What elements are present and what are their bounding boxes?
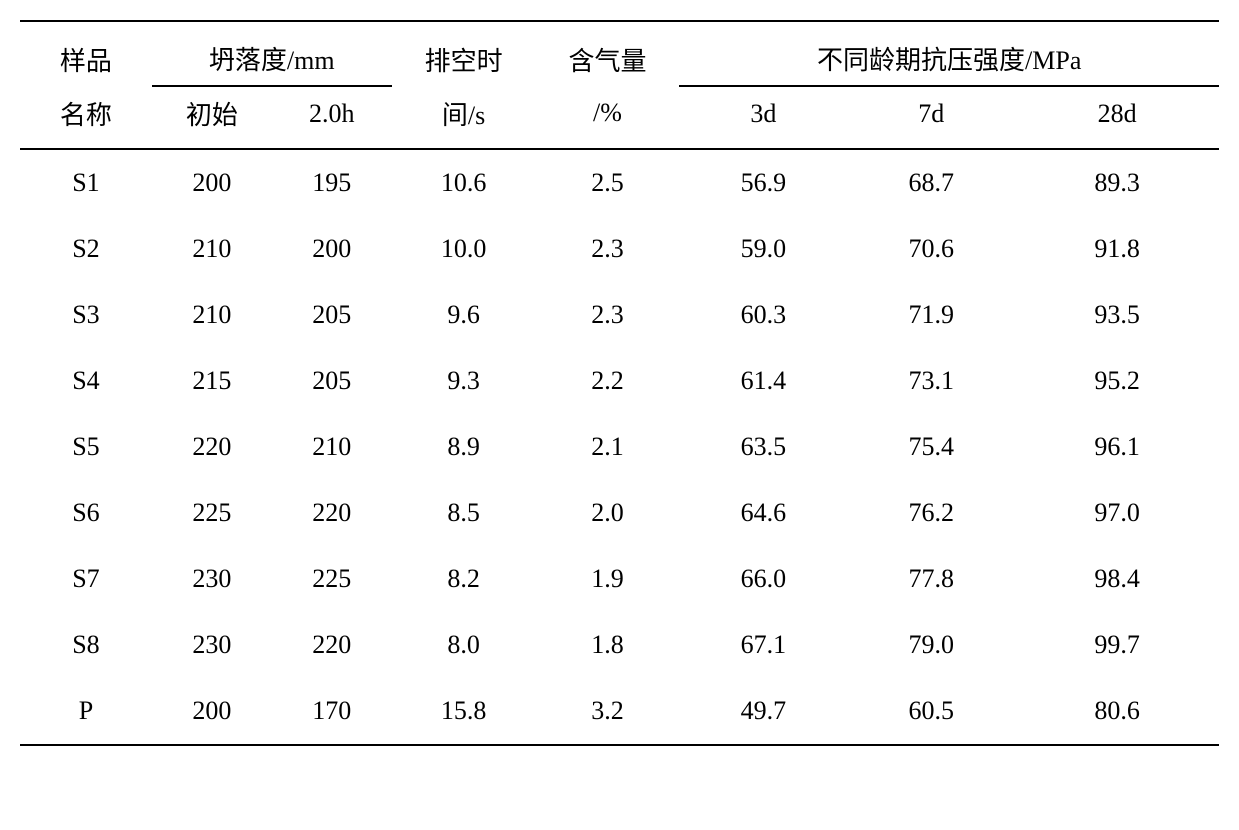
cell-comp-7d: 71.9 [847,282,1015,348]
header-comp-3d: 3d [679,86,847,149]
cell-comp-3d: 67.1 [679,612,847,678]
cell-comp-3d: 60.3 [679,282,847,348]
cell-slump-2h: 205 [272,348,392,414]
cell-empty-time: 10.6 [392,149,536,216]
header-slump-group: 坍落度/mm [152,21,392,86]
cell-slump-initial: 230 [152,546,272,612]
data-table: 样品 坍落度/mm 排空时 含气量 不同龄期抗压强度/MPa 名称 初始 2.0… [20,20,1219,746]
cell-slump-2h: 220 [272,612,392,678]
table-body: S120019510.62.556.968.789.3S221020010.02… [20,149,1219,745]
header-sample-line2: 名称 [20,86,152,149]
cell-sample-name: S5 [20,414,152,480]
cell-comp-28d: 96.1 [1015,414,1219,480]
cell-sample-name: P [20,678,152,745]
cell-air-content: 1.9 [536,546,680,612]
cell-slump-2h: 170 [272,678,392,745]
cell-comp-7d: 77.8 [847,546,1015,612]
cell-comp-7d: 73.1 [847,348,1015,414]
cell-air-content: 2.2 [536,348,680,414]
table-row: S52202108.92.163.575.496.1 [20,414,1219,480]
cell-air-content: 2.3 [536,216,680,282]
cell-slump-initial: 200 [152,149,272,216]
cell-comp-7d: 70.6 [847,216,1015,282]
cell-comp-28d: 93.5 [1015,282,1219,348]
cell-sample-name: S1 [20,149,152,216]
cell-slump-2h: 195 [272,149,392,216]
cell-sample-name: S2 [20,216,152,282]
cell-comp-3d: 56.9 [679,149,847,216]
cell-slump-2h: 220 [272,480,392,546]
header-emptytime-line1: 排空时 [392,21,536,86]
cell-air-content: 2.5 [536,149,680,216]
table-row: S221020010.02.359.070.691.8 [20,216,1219,282]
cell-sample-name: S6 [20,480,152,546]
table-row: S62252208.52.064.676.297.0 [20,480,1219,546]
cell-comp-28d: 97.0 [1015,480,1219,546]
cell-comp-28d: 98.4 [1015,546,1219,612]
table-row: S32102059.62.360.371.993.5 [20,282,1219,348]
cell-slump-initial: 210 [152,282,272,348]
cell-sample-name: S7 [20,546,152,612]
header-comp-28d: 28d [1015,86,1219,149]
table-row: S82302208.01.867.179.099.7 [20,612,1219,678]
cell-comp-7d: 75.4 [847,414,1015,480]
cell-empty-time: 9.6 [392,282,536,348]
cell-empty-time: 8.0 [392,612,536,678]
cell-comp-7d: 76.2 [847,480,1015,546]
header-slump-2h: 2.0h [272,86,392,149]
cell-comp-28d: 80.6 [1015,678,1219,745]
cell-comp-28d: 99.7 [1015,612,1219,678]
cell-comp-3d: 61.4 [679,348,847,414]
cell-slump-2h: 205 [272,282,392,348]
header-row-1: 样品 坍落度/mm 排空时 含气量 不同龄期抗压强度/MPa [20,21,1219,86]
cell-comp-28d: 95.2 [1015,348,1219,414]
cell-slump-2h: 200 [272,216,392,282]
cell-sample-name: S3 [20,282,152,348]
cell-air-content: 3.2 [536,678,680,745]
cell-empty-time: 8.5 [392,480,536,546]
header-slump-initial: 初始 [152,86,272,149]
cell-empty-time: 8.9 [392,414,536,480]
cell-comp-3d: 49.7 [679,678,847,745]
cell-comp-7d: 60.5 [847,678,1015,745]
cell-slump-initial: 210 [152,216,272,282]
cell-comp-28d: 89.3 [1015,149,1219,216]
cell-comp-7d: 79.0 [847,612,1015,678]
cell-empty-time: 8.2 [392,546,536,612]
cell-comp-3d: 64.6 [679,480,847,546]
cell-empty-time: 10.0 [392,216,536,282]
cell-air-content: 2.3 [536,282,680,348]
cell-empty-time: 9.3 [392,348,536,414]
cell-comp-7d: 68.7 [847,149,1015,216]
cell-air-content: 2.0 [536,480,680,546]
table-header: 样品 坍落度/mm 排空时 含气量 不同龄期抗压强度/MPa 名称 初始 2.0… [20,21,1219,149]
cell-slump-initial: 225 [152,480,272,546]
header-comp-7d: 7d [847,86,1015,149]
header-emptytime-line2: 间/s [392,86,536,149]
cell-sample-name: S8 [20,612,152,678]
header-air-line2: /% [536,86,680,149]
cell-sample-name: S4 [20,348,152,414]
cell-comp-28d: 91.8 [1015,216,1219,282]
cell-slump-initial: 220 [152,414,272,480]
table-row: S42152059.32.261.473.195.2 [20,348,1219,414]
header-air-line1: 含气量 [536,21,680,86]
cell-slump-initial: 200 [152,678,272,745]
cell-slump-2h: 210 [272,414,392,480]
cell-comp-3d: 63.5 [679,414,847,480]
cell-slump-2h: 225 [272,546,392,612]
table-row: P20017015.83.249.760.580.6 [20,678,1219,745]
header-compressive-group: 不同龄期抗压强度/MPa [679,21,1219,86]
cell-slump-initial: 230 [152,612,272,678]
table-row: S120019510.62.556.968.789.3 [20,149,1219,216]
cell-comp-3d: 59.0 [679,216,847,282]
cell-empty-time: 15.8 [392,678,536,745]
cell-air-content: 2.1 [536,414,680,480]
header-sample-line1: 样品 [20,21,152,86]
cell-air-content: 1.8 [536,612,680,678]
header-row-2: 名称 初始 2.0h 间/s /% 3d 7d 28d [20,86,1219,149]
cell-slump-initial: 215 [152,348,272,414]
cell-comp-3d: 66.0 [679,546,847,612]
table-row: S72302258.21.966.077.898.4 [20,546,1219,612]
